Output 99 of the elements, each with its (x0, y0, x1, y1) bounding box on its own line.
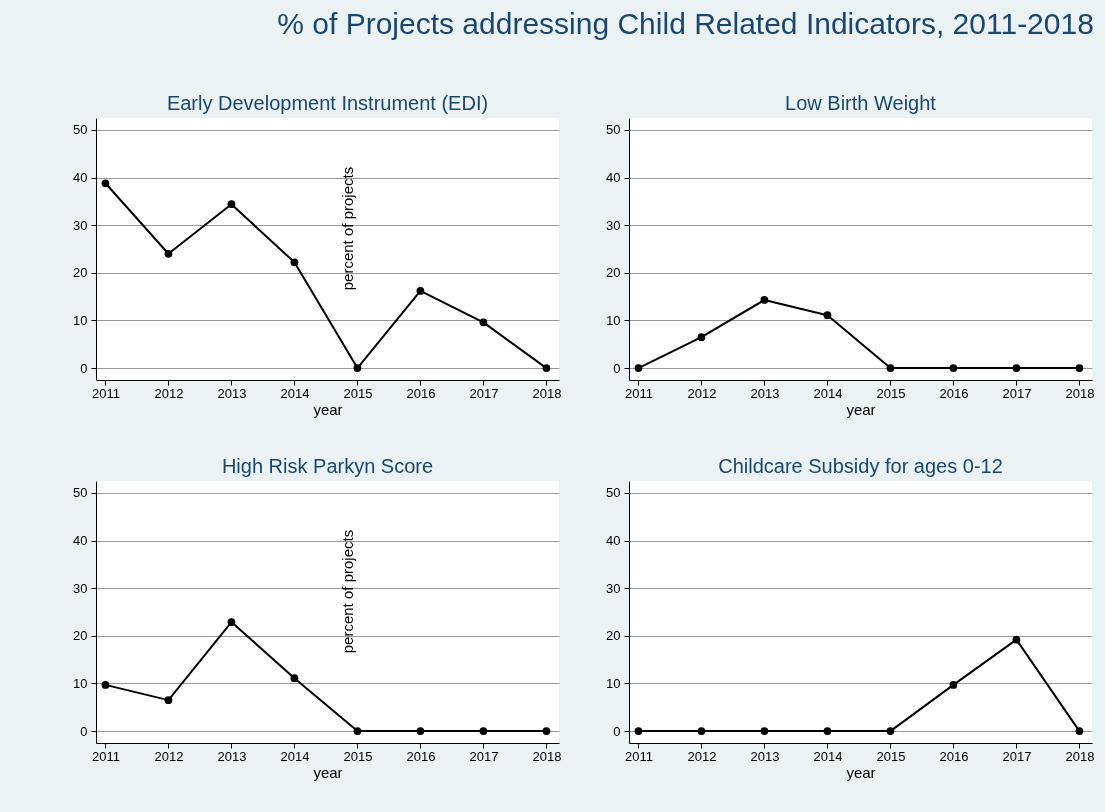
point (416, 287, 425, 295)
y-tick-label: 20 (73, 628, 88, 644)
point (479, 318, 488, 327)
point (290, 674, 299, 683)
x-axis-title: year (846, 400, 876, 418)
x-tick-label: 2012 (687, 385, 717, 401)
point (1075, 364, 1084, 372)
text: % of Projects addressing Child Related Indicators, 2011-2018 (277, 7, 1094, 40)
y-tick-label: 30 (73, 580, 88, 596)
point (760, 296, 769, 304)
x-tick-label: 2011 (624, 748, 653, 764)
point (227, 618, 236, 626)
x-tick-label: 2016 (939, 748, 969, 764)
x-tick-label: 2018 (1065, 748, 1095, 764)
x-tick-label: 2016 (406, 748, 436, 764)
x-tick-label: 2013 (750, 748, 780, 764)
x-axis-title: year (846, 763, 876, 781)
point (634, 727, 643, 735)
chart-subtitle: Childcare Subsidy for ages 0-12 (718, 455, 1003, 477)
y-axis-title: percent of projects (338, 529, 356, 654)
y-tick-label: 40 (606, 170, 621, 186)
x-axis-title: year (313, 763, 343, 781)
y-tick-label: 10 (606, 675, 621, 691)
x-tick-label: 2015 (876, 748, 906, 764)
y-axis-title: percent of projects (338, 166, 356, 291)
point (542, 727, 551, 735)
y-tick-label: 30 (73, 217, 88, 233)
x-tick-label: 2013 (217, 385, 247, 401)
x-tick-label: 2017 (469, 748, 499, 764)
y-tick-label: 10 (73, 675, 88, 691)
y-tick-label: 50 (73, 122, 88, 138)
x-tick-label: 2011 (91, 385, 120, 401)
point (949, 681, 958, 689)
x-tick-label: 2011 (624, 385, 653, 401)
x-tick-label: 2015 (343, 385, 373, 401)
point (1012, 364, 1021, 372)
point (634, 364, 643, 372)
point (542, 364, 551, 372)
y-tick-label: 40 (73, 533, 88, 549)
x-tick-label: 2018 (1065, 385, 1095, 401)
point (697, 727, 706, 735)
x-tick-label: 2013 (750, 385, 780, 401)
x-tick-label: 2014 (280, 385, 310, 401)
point (353, 364, 362, 372)
x-tick-label: 2012 (154, 385, 184, 401)
point (227, 200, 236, 209)
point (760, 727, 769, 735)
y-tick-label: 30 (606, 580, 621, 596)
y-tick-label: 10 (73, 312, 88, 328)
chart-subtitle: High Risk Parkyn Score (221, 455, 434, 477)
y-tick-label: 50 (73, 485, 88, 501)
x-tick-label: 2014 (813, 748, 843, 764)
y-tick-label: 20 (606, 628, 621, 644)
point (164, 249, 173, 258)
x-tick-label: 2014 (280, 748, 310, 764)
y-tick-label: 40 (73, 170, 88, 186)
point (1012, 635, 1021, 644)
point (101, 179, 110, 188)
x-tick-label: 2017 (469, 385, 499, 401)
x-tick-label: 2016 (406, 385, 436, 401)
x-tick-label: 2017 (1002, 385, 1032, 401)
x-tick-label: 2015 (343, 748, 373, 764)
point (823, 311, 832, 320)
y-tick-label: 30 (606, 217, 621, 233)
y-tick-label: 0 (613, 723, 621, 739)
point (479, 727, 488, 735)
x-tick-label: 2016 (939, 385, 969, 401)
y-tick-label: 20 (73, 265, 88, 281)
y-tick-label: 0 (80, 360, 88, 376)
point (353, 727, 362, 735)
point (886, 727, 895, 735)
x-tick-label: 2015 (876, 385, 906, 401)
x-tick-label: 2012 (154, 748, 184, 764)
y-tick-label: 0 (613, 360, 621, 376)
x-tick-label: 2012 (687, 748, 717, 764)
y-tick-label: 20 (606, 265, 621, 281)
y-tick-label: 40 (606, 533, 621, 549)
y-tick-label: 0 (80, 723, 88, 739)
x-axis-title: year (313, 400, 343, 418)
point (697, 333, 706, 341)
y-tick-label: 10 (606, 312, 621, 328)
chart-subtitle: Low Birth Weight (785, 92, 937, 114)
x-tick-label: 2013 (217, 748, 247, 764)
point (416, 727, 425, 735)
chart-subtitle: Early Development Instrument (EDI) (166, 92, 489, 114)
point (949, 364, 958, 372)
x-tick-label: 2011 (91, 748, 120, 764)
point (823, 727, 832, 735)
x-tick-label: 2018 (532, 748, 562, 764)
point (164, 696, 173, 704)
point (886, 364, 895, 372)
point (290, 258, 299, 267)
x-tick-label: 2018 (532, 385, 562, 401)
x-tick-label: 2014 (813, 385, 843, 401)
y-tick-label: 50 (606, 485, 621, 501)
y-tick-label: 50 (606, 122, 621, 138)
point (101, 681, 110, 689)
x-tick-label: 2017 (1002, 748, 1032, 764)
point (1075, 727, 1084, 735)
